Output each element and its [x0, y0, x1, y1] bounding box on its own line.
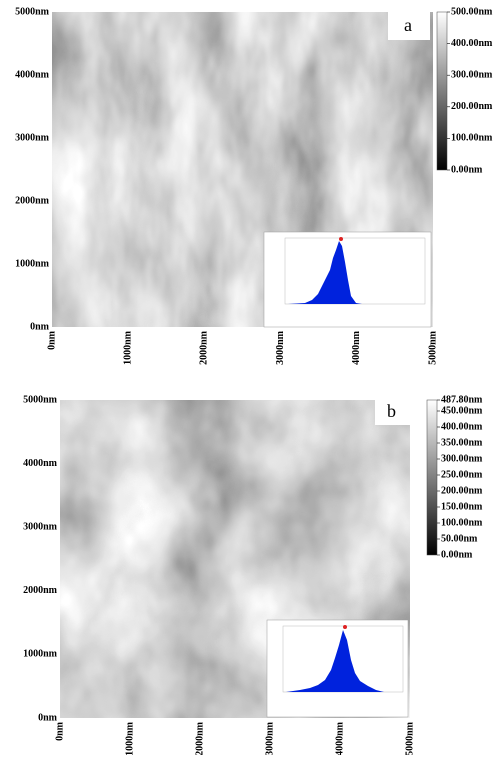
- colorbar-label: 350.00nm: [441, 437, 483, 448]
- y-axis-label: 2000nm: [15, 195, 50, 206]
- colorbar-label: 250.00nm: [441, 469, 483, 480]
- y-axis-label: 0nm: [30, 321, 50, 332]
- colorbar-label: 100.00nm: [441, 517, 483, 528]
- y-axis-label: 3000nm: [15, 132, 50, 143]
- x-axis-label: 1000nm: [122, 330, 133, 365]
- y-axis-label: 1000nm: [23, 649, 58, 660]
- colorbar-label: 450.00nm: [441, 405, 483, 416]
- panel-label: b: [387, 401, 396, 421]
- label-box: [388, 12, 430, 40]
- x-axis-label: 2000nm: [194, 721, 205, 755]
- x-axis-label: 5000nm: [404, 721, 415, 755]
- y-axis-label: 5000nm: [15, 6, 50, 17]
- x-axis-label: 0nm: [46, 330, 57, 350]
- x-axis-label: 4000nm: [351, 330, 362, 365]
- label-box: [375, 400, 410, 425]
- colorbar-label: 400.00nm: [441, 421, 483, 432]
- y-axis-label: 4000nm: [23, 458, 58, 469]
- colorbar-label: 300.00nm: [451, 69, 493, 80]
- colorbar-label: 200.00nm: [441, 485, 483, 496]
- colorbar-label: 0.00nm: [451, 164, 483, 175]
- x-axis-label: 3000nm: [275, 330, 286, 365]
- colorbar-label: 0.00nm: [441, 549, 473, 560]
- colorbar-label: 500.00nm: [451, 6, 493, 17]
- colorbar-label: 100.00nm: [451, 133, 493, 144]
- colorbar-label: 487.80nm: [441, 394, 483, 405]
- x-axis-label: 5000nm: [427, 330, 438, 365]
- y-axis-label: 3000nm: [23, 521, 58, 532]
- x-axis-label: 3000nm: [264, 721, 275, 755]
- colorbar-label: 200.00nm: [451, 101, 493, 112]
- x-axis-label: 2000nm: [199, 330, 210, 365]
- colorbar: [436, 11, 448, 171]
- histogram-inset: [263, 231, 432, 328]
- colorbar-label: 300.00nm: [441, 453, 483, 464]
- y-axis-label: 0nm: [38, 712, 58, 723]
- histogram-inset: [266, 619, 409, 718]
- y-axis-label: 4000nm: [15, 69, 50, 80]
- panel-label: a: [404, 15, 412, 35]
- y-axis-label: 1000nm: [15, 258, 50, 269]
- colorbar: [426, 399, 438, 556]
- colorbar-label: 50.00nm: [441, 533, 478, 544]
- colorbar-label: 400.00nm: [451, 38, 493, 49]
- y-axis-label: 2000nm: [23, 585, 58, 596]
- x-axis-label: 0nm: [54, 721, 65, 741]
- colorbar-label: 150.00nm: [441, 501, 483, 512]
- y-axis-label: 5000nm: [23, 394, 58, 405]
- x-axis-label: 4000nm: [334, 721, 345, 755]
- x-axis-label: 1000nm: [124, 721, 135, 755]
